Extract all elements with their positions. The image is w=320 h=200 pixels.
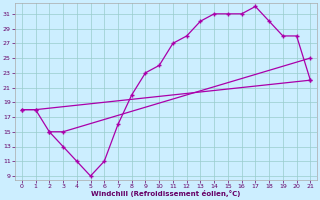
X-axis label: Windchill (Refroidissement éolien,°C): Windchill (Refroidissement éolien,°C): [92, 190, 241, 197]
